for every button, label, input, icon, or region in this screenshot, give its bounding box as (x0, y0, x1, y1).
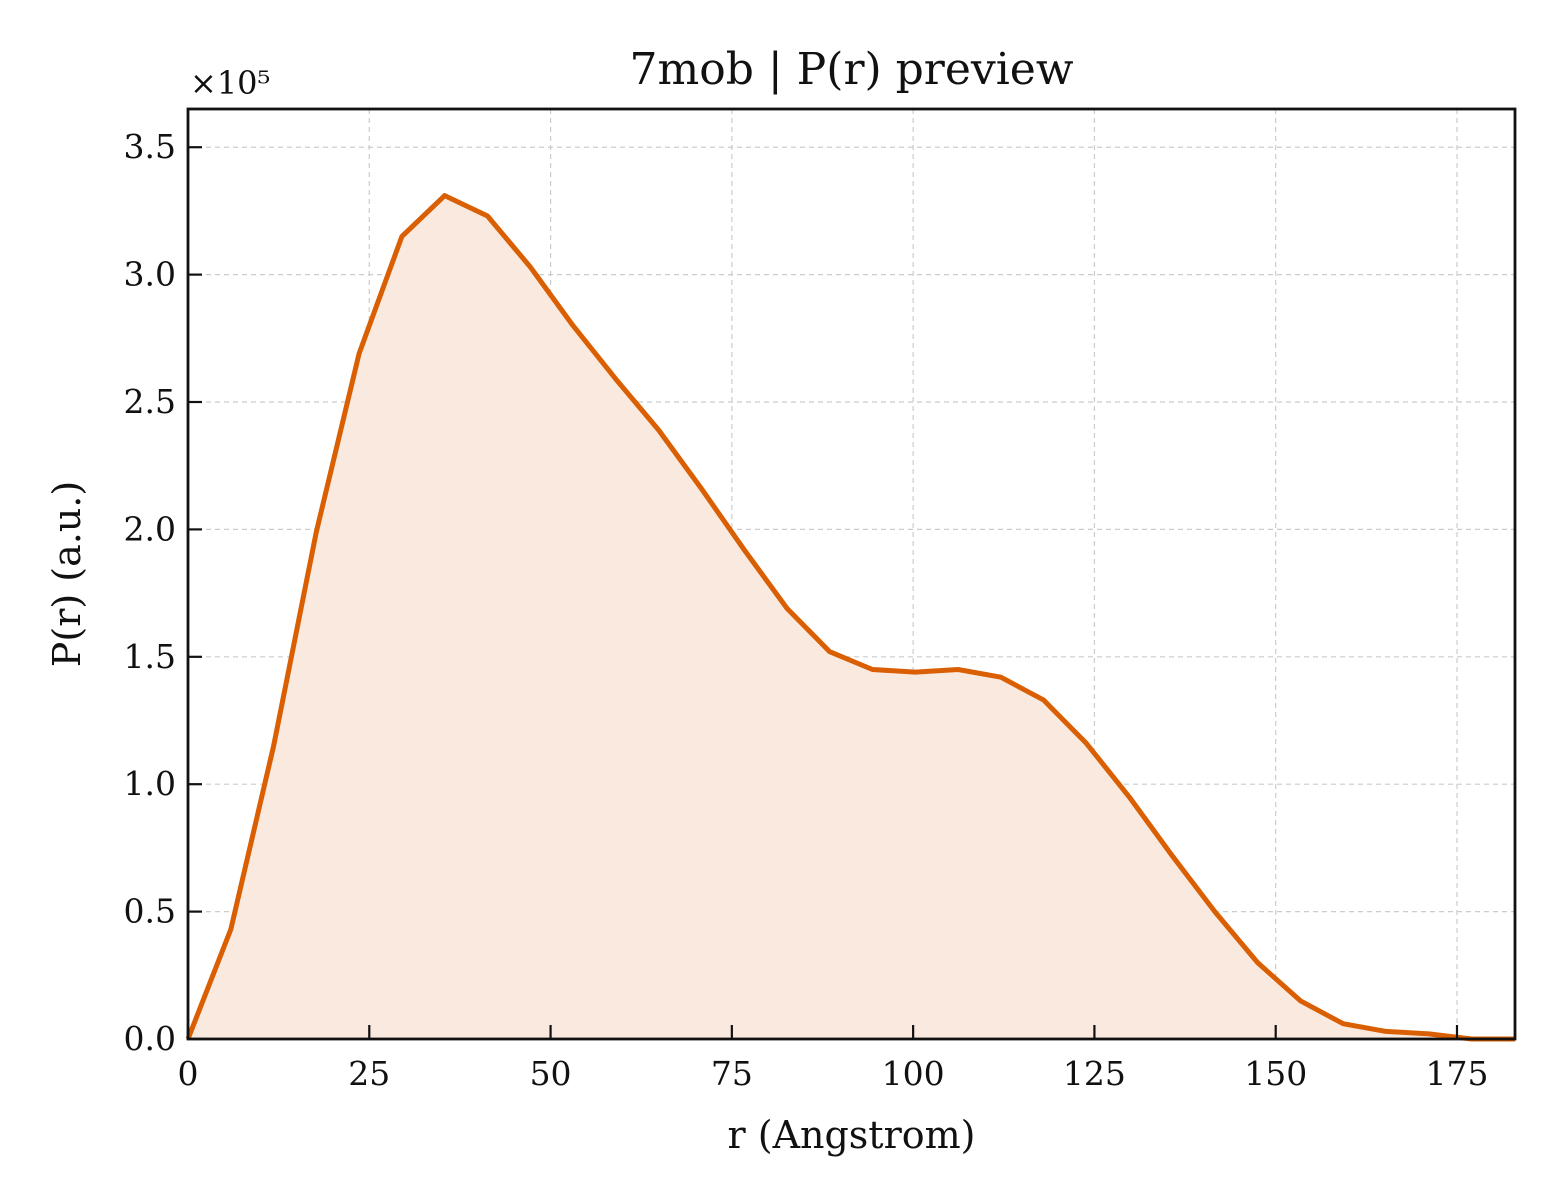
y-tick-label: 2.0 (124, 509, 176, 548)
x-tick-label: 25 (348, 1054, 390, 1093)
x-tick-label: 125 (1063, 1054, 1126, 1093)
y-tick-label: 0.0 (124, 1019, 176, 1058)
y-tick-label: 1.0 (124, 764, 176, 803)
y-tick-label: 1.5 (124, 637, 176, 676)
chart-title: 7mob | P(r) preview (630, 44, 1074, 95)
pr-series-line (185, 193, 1515, 1042)
y-axis-multiplier: ×10⁵ (190, 64, 270, 102)
y-tick-label: 0.5 (124, 892, 176, 931)
y-tick-label: 2.5 (124, 382, 176, 421)
x-tick-label: 75 (711, 1054, 753, 1093)
axis-ticks: 0 25 50 75 100 125 150 175 0.0 0.5 1.0 1.5 2.0 2.5 3.0… (124, 127, 1489, 1093)
x-axis-label: r (Angstrom) (728, 1113, 976, 1157)
x-tick-label: 100 (882, 1054, 945, 1093)
y-tick-label: 3.5 (124, 127, 176, 166)
y-axis-label: P(r) (a.u.) (45, 481, 89, 667)
x-tick-label: 0 (178, 1054, 199, 1093)
plot-frame (186, 107, 1517, 1041)
x-tick-label: 150 (1244, 1054, 1307, 1093)
y-tick-label: 3.0 (124, 255, 176, 294)
x-tick-label: 175 (1425, 1054, 1488, 1093)
pr-area-fill (188, 195, 1515, 1040)
x-tick-label: 50 (530, 1054, 572, 1093)
